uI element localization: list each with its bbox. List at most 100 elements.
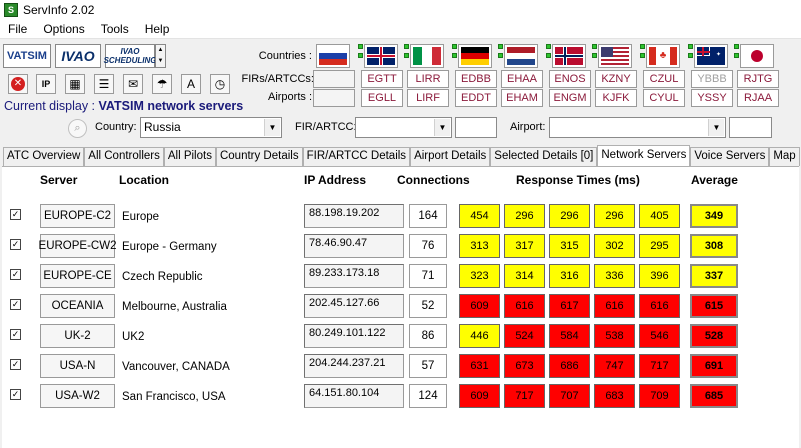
server-button[interactable]: EUROPE-CW2 xyxy=(39,234,116,258)
country-select[interactable]: Russia ▼ xyxy=(140,117,282,138)
status-dot xyxy=(404,53,409,58)
ip-address-field: 204.244.237.21 xyxy=(304,354,404,378)
row-checkbox[interactable]: ✓ xyxy=(10,209,21,220)
airport-select[interactable]: ▼ xyxy=(549,117,726,138)
network-spinner[interactable]: ▲ ▼ xyxy=(155,44,166,68)
chevron-down-icon: ▼ xyxy=(434,119,450,136)
title-bar: S ServInfo 2.02 xyxy=(0,0,801,20)
ip-icon[interactable]: IP xyxy=(36,74,56,94)
italy-flag-button[interactable] xyxy=(410,44,444,68)
status-dot xyxy=(498,53,503,58)
menu-file[interactable]: File xyxy=(8,22,28,36)
tab-fir-artcc-details[interactable]: FIR/ARTCC Details xyxy=(302,147,411,166)
response-time-cell: 446 xyxy=(459,324,500,348)
fir-empty-button[interactable] xyxy=(313,70,355,88)
response-time-cell: 546 xyxy=(639,324,680,348)
tab-voice-servers[interactable]: Voice Servers xyxy=(690,147,770,166)
fir-lirr[interactable]: LIRR xyxy=(407,70,449,88)
menu-help[interactable]: Help xyxy=(144,22,170,36)
clock-icon[interactable]: ◷ xyxy=(210,74,230,94)
airport-label: Airport: xyxy=(510,121,546,133)
row-checkbox[interactable]: ✓ xyxy=(10,239,21,250)
response-time-cell: 313 xyxy=(459,234,500,258)
ivao-scheduling-button[interactable]: IVAO SCHEDULING xyxy=(104,44,156,68)
fir-rjtg[interactable]: RJTG xyxy=(737,70,779,88)
airport-text-field[interactable] xyxy=(729,117,772,138)
country-label: Country: xyxy=(95,121,137,133)
netherlands-flag-button[interactable] xyxy=(504,44,538,68)
row-checkbox[interactable]: ✓ xyxy=(10,329,21,340)
vatsim-button[interactable]: VATSIM xyxy=(3,44,51,68)
ip-address-field: 202.45.127.66 xyxy=(304,294,404,318)
fir-ybbb[interactable]: YBBB xyxy=(691,70,733,88)
status-dot xyxy=(546,53,551,58)
fir-ehaa[interactable]: EHAA xyxy=(501,70,543,88)
tab-all-controllers[interactable]: All Controllers xyxy=(84,147,164,166)
row-checkbox[interactable]: ✓ xyxy=(10,359,21,370)
server-button[interactable]: USA-W2 xyxy=(40,384,115,408)
fir-kzny[interactable]: KZNY xyxy=(595,70,637,88)
tab-selected-details-0[interactable]: Selected Details [0] xyxy=(490,147,598,166)
tab-atc-overview[interactable]: ATC Overview xyxy=(3,147,85,166)
server-button[interactable]: UK-2 xyxy=(40,324,115,348)
norway-flag-button[interactable] xyxy=(552,44,586,68)
location-text: UK2 xyxy=(122,331,145,343)
location-text: Melbourne, Australia xyxy=(122,301,227,313)
row-checkbox[interactable]: ✓ xyxy=(10,389,21,400)
menu-options[interactable]: Options xyxy=(43,22,85,36)
response-time-cell: 296 xyxy=(594,204,635,228)
canada-flag-button[interactable]: ♣ xyxy=(646,44,680,68)
airport-lirf[interactable]: LIRF xyxy=(407,89,449,107)
tab-map[interactable]: Map xyxy=(769,147,800,166)
fir-select[interactable]: ▼ xyxy=(355,117,452,138)
ip-address-field: 88.198.19.202 xyxy=(304,204,404,228)
response-time-cell: 609 xyxy=(459,294,500,318)
server-button[interactable]: EUROPE-C2 xyxy=(40,204,115,228)
table-icon[interactable]: ▦ xyxy=(65,74,85,94)
fir-text-field[interactable] xyxy=(455,117,497,138)
chevron-down-icon: ▼ xyxy=(708,119,724,136)
response-time-cell: 707 xyxy=(549,384,590,408)
server-button[interactable]: EUROPE-CE xyxy=(40,264,115,288)
airport-yssy[interactable]: YSSY xyxy=(691,89,733,107)
airport-kjfk[interactable]: KJFK xyxy=(595,89,637,107)
australia-flag-button[interactable]: ✦ xyxy=(694,44,728,68)
server-button[interactable]: USA-N xyxy=(40,354,115,378)
airport-egll[interactable]: EGLL xyxy=(361,89,403,107)
server-button[interactable]: OCEANIA xyxy=(40,294,115,318)
tab-airport-details[interactable]: Airport Details xyxy=(410,147,491,166)
fir-enos[interactable]: ENOS xyxy=(549,70,591,88)
font-icon[interactable]: A xyxy=(181,74,201,94)
airport-engm[interactable]: ENGM xyxy=(549,89,591,107)
menu-tools[interactable]: Tools xyxy=(100,22,129,36)
tab-strip: ATC Overview All Controllers All Pilots Cou… xyxy=(3,145,800,166)
fir-egtt[interactable]: EGTT xyxy=(361,70,403,88)
search-icon[interactable]: ⌕ xyxy=(68,119,87,138)
russia-flag-button[interactable] xyxy=(316,44,350,68)
list-icon[interactable]: ☰ xyxy=(94,74,114,94)
airport-eddt[interactable]: EDDT xyxy=(455,89,497,107)
weather-icon[interactable]: ☂ xyxy=(152,74,172,94)
tab-all-pilots[interactable]: All Pilots xyxy=(163,147,216,166)
countries-label: Countries : xyxy=(258,50,312,62)
airport-eham[interactable]: EHAM xyxy=(501,89,543,107)
airport-cyul[interactable]: CYUL xyxy=(643,89,685,107)
usa-flag-button[interactable] xyxy=(598,44,632,68)
message-icon[interactable]: ✉ xyxy=(123,74,143,94)
uk-flag-button[interactable] xyxy=(364,44,398,68)
germany-flag-button[interactable] xyxy=(458,44,492,68)
tab-network-servers[interactable]: Network Servers xyxy=(597,145,691,166)
response-time-cell: 609 xyxy=(459,384,500,408)
row-checkbox[interactable]: ✓ xyxy=(10,299,21,310)
airport-rjaa[interactable]: RJAA xyxy=(737,89,779,107)
fir-edbb[interactable]: EDBB xyxy=(455,70,497,88)
japan-flag-button[interactable] xyxy=(740,44,774,68)
row-checkbox[interactable]: ✓ xyxy=(10,269,21,280)
stop-icon[interactable]: ✕ xyxy=(8,74,28,94)
tab-country-details[interactable]: Country Details xyxy=(215,147,303,166)
fir-czul[interactable]: CZUL xyxy=(643,70,685,88)
location-text: Europe - Germany xyxy=(122,241,217,253)
status-dot xyxy=(734,53,739,58)
airport-empty-button[interactable] xyxy=(313,89,355,107)
ivao-button[interactable]: IVAO xyxy=(55,44,101,68)
